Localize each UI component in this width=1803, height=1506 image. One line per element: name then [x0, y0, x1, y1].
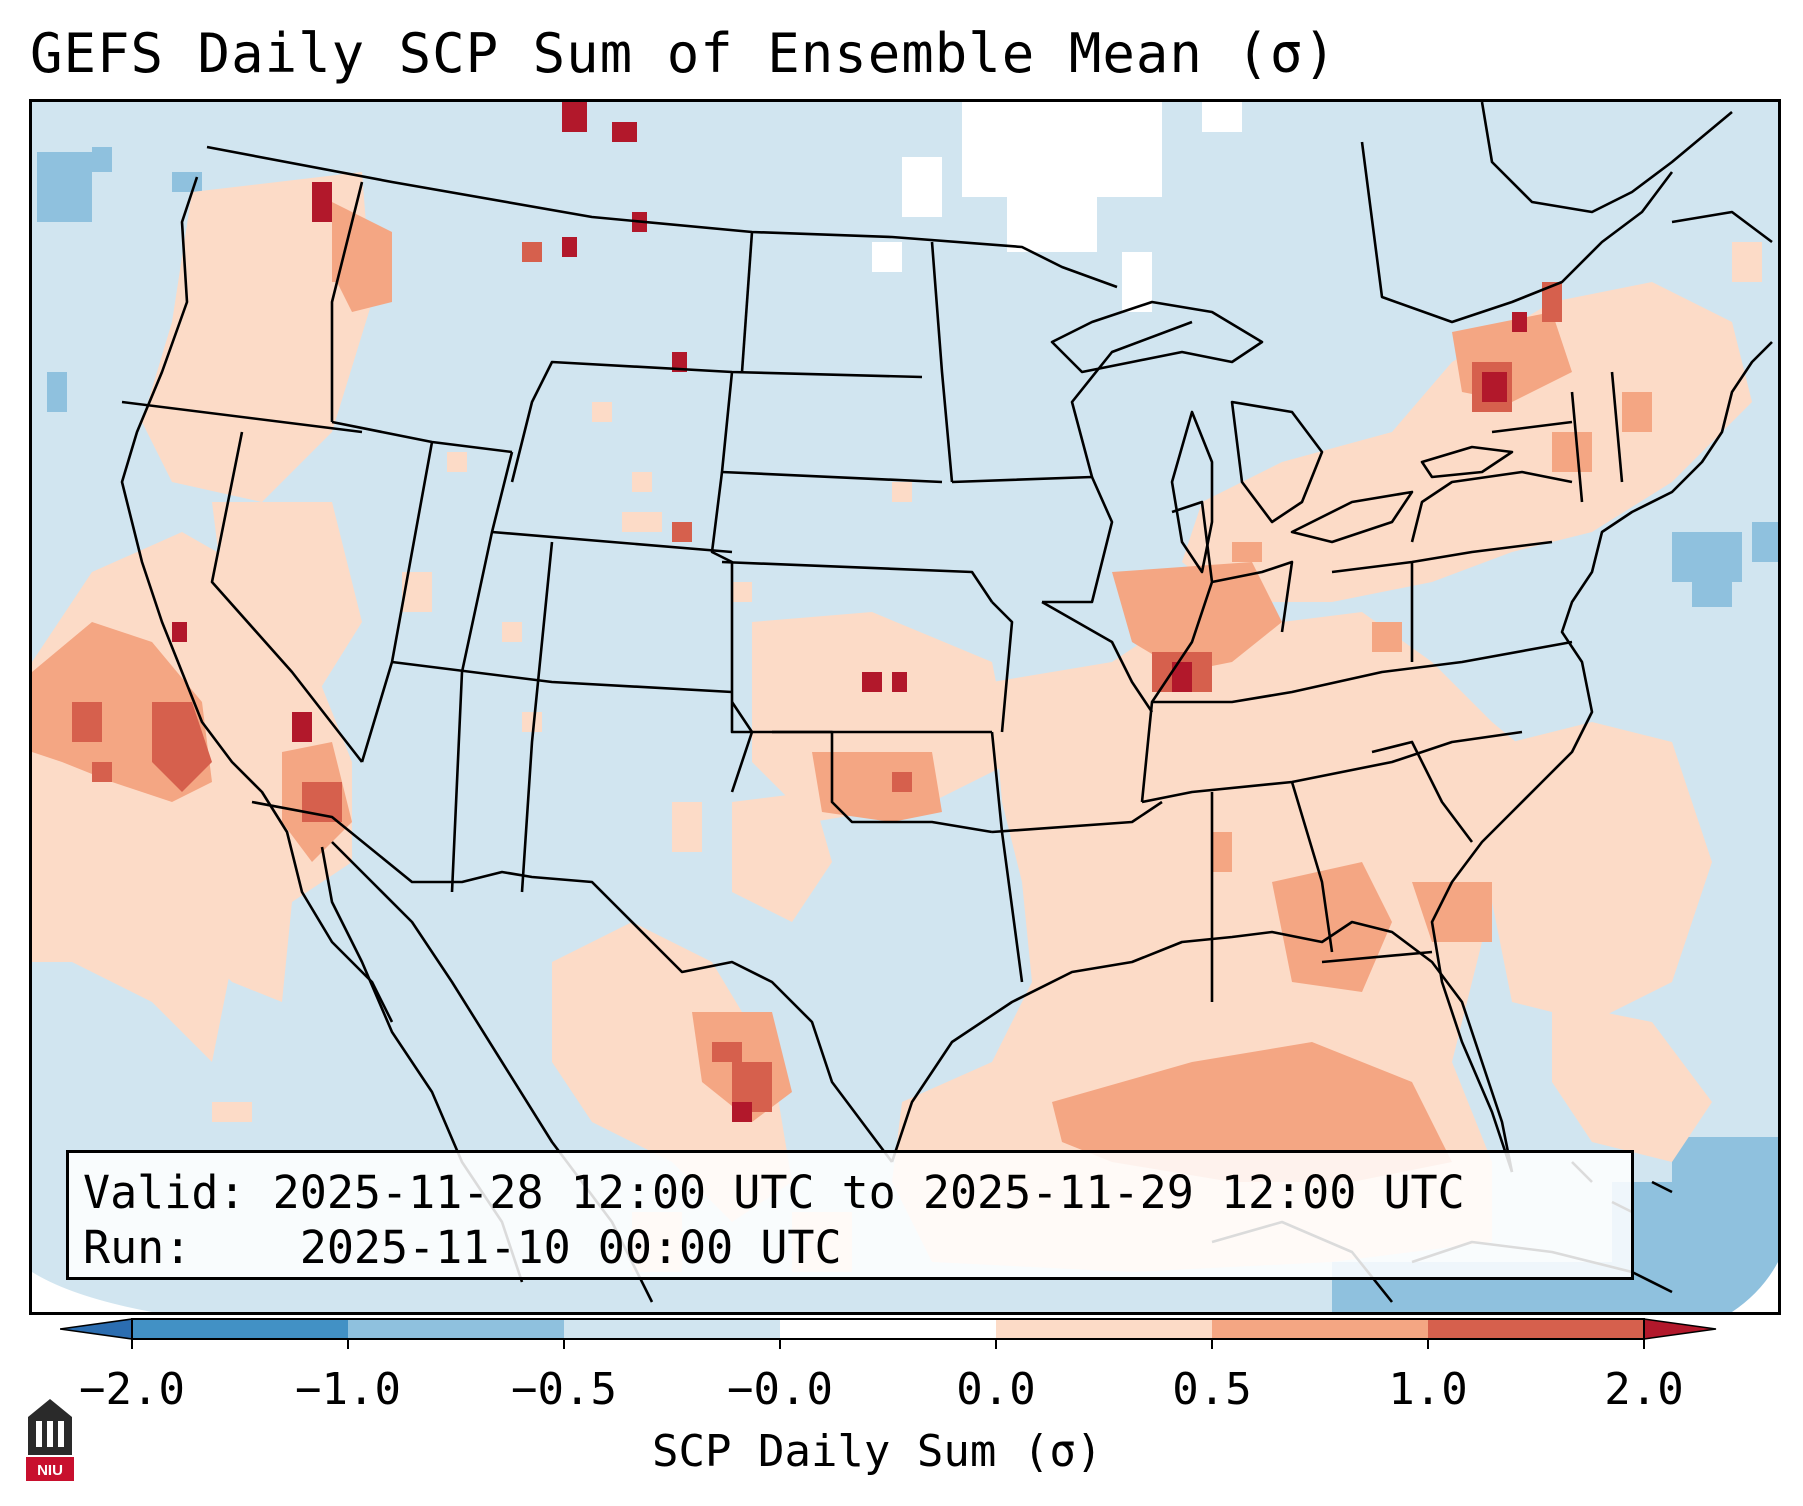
- colorbar-tick-label: 1.0: [1388, 1364, 1468, 1415]
- colorbar-extend-high: [1643, 1318, 1717, 1340]
- colorbar-bin: [1212, 1319, 1428, 1339]
- projection-edge-left: [32, 1272, 152, 1312]
- gulf-coast: [890, 920, 1514, 1173]
- colorbar: [60, 1318, 1717, 1349]
- colorbar-bin: [780, 1319, 996, 1339]
- west-coast: [120, 176, 394, 1023]
- hudson-bay-coast: [1480, 102, 1733, 214]
- colorbar-bin: [996, 1319, 1212, 1339]
- colorbar-bins: [60, 1318, 1717, 1340]
- extreme-positive-anomaly: [172, 102, 1527, 1122]
- colorbar-bin: [132, 1319, 348, 1339]
- valid-key: Valid:: [83, 1166, 246, 1219]
- map-panel: [29, 99, 1781, 1315]
- valid-value: 2025-11-28 12:00 UTC to 2025-11-29 12:00…: [272, 1166, 1465, 1219]
- lake-ontario: [1420, 445, 1514, 479]
- map-boundaries: [120, 102, 1773, 1303]
- colorbar-tick-label: −0.5: [511, 1364, 617, 1415]
- map-title: GEFS Daily SCP Sum of Ensemble Mean (σ): [30, 22, 1337, 85]
- lake-superior: [1050, 300, 1264, 374]
- lake-huron: [1230, 400, 1324, 524]
- colorbar-extend-low: [60, 1318, 133, 1340]
- validity-info-box: Valid: 2025-11-28 12:00 UTC to 2025-11-2…: [66, 1150, 1634, 1280]
- lake-erie: [1290, 490, 1414, 544]
- colorbar-bin: [1428, 1319, 1644, 1339]
- colorbar-tick-label: 2.0: [1604, 1364, 1684, 1415]
- lake-michigan: [1170, 410, 1214, 574]
- colorbar-bin: [348, 1319, 564, 1339]
- colorbar-outline: [131, 1318, 1645, 1340]
- negative-anomaly-patches: [37, 147, 1778, 1312]
- anomaly-map: [32, 102, 1778, 1312]
- projection-edge-right: [1732, 1262, 1778, 1312]
- colorbar-tick-label: −2.0: [79, 1364, 185, 1415]
- near-zero-patches: [872, 102, 1242, 312]
- colorbar-tick-label: −0.0: [727, 1364, 833, 1415]
- us-canada-border: [206, 145, 1118, 289]
- colorbar-ticks: [131, 1339, 1645, 1349]
- run-value: 2025-11-10 00:00 UTC: [299, 1221, 842, 1274]
- atlantic-coast: [1430, 341, 1773, 1173]
- colorbar-bin: [564, 1319, 780, 1339]
- colorbar-tick-label: 0.0: [956, 1364, 1036, 1415]
- logo-text: NIU: [37, 1462, 63, 1479]
- colorbar-label: SCP Daily Sum (σ): [652, 1426, 1103, 1477]
- colorbar-tick-label: −1.0: [295, 1364, 401, 1415]
- colorbar-tick-label: 0.5: [1172, 1364, 1252, 1415]
- niu-logo: NIU: [26, 1399, 74, 1481]
- run-key: Run:: [83, 1221, 192, 1274]
- canada-east-border: [1360, 141, 1674, 324]
- us-mexico-border: [251, 800, 894, 1163]
